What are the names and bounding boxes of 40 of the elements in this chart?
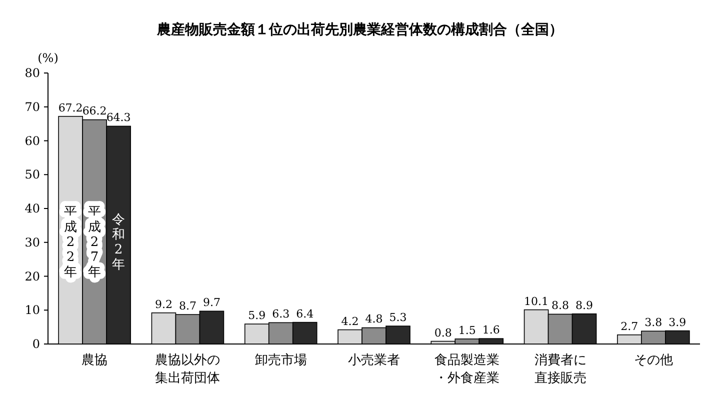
data-label: 5.9 bbox=[248, 309, 266, 322]
data-label: 3.9 bbox=[668, 316, 686, 329]
data-label: 8.9 bbox=[576, 298, 594, 312]
x-tick-label: 消費者に直接販売 bbox=[534, 353, 586, 386]
data-label: 4.8 bbox=[365, 312, 383, 326]
data-label: 66.2 bbox=[82, 104, 107, 118]
y-tick-label: 60 bbox=[24, 134, 40, 148]
data-label: 4.2 bbox=[341, 314, 359, 328]
data-label: 0.8 bbox=[434, 326, 452, 340]
data-label: 9.7 bbox=[202, 296, 220, 310]
data-label: 8.7 bbox=[178, 300, 196, 313]
y-tick-label: 10 bbox=[24, 303, 40, 318]
data-label: 9.2 bbox=[154, 298, 172, 311]
x-tick-label: 卸売市場 bbox=[254, 353, 307, 368]
data-label: 5.3 bbox=[389, 311, 407, 324]
data-label: 6.3 bbox=[272, 308, 290, 321]
data-label: 1.5 bbox=[458, 324, 476, 337]
data-label: 6.4 bbox=[296, 307, 314, 320]
data-label: 67.2 bbox=[58, 101, 83, 114]
y-tick-label: 50 bbox=[24, 168, 40, 182]
y-axis-title: (%) bbox=[38, 51, 58, 65]
data-label: 2.7 bbox=[620, 320, 638, 333]
data-label: 8.8 bbox=[552, 299, 570, 312]
y-tick-label: 80 bbox=[24, 66, 40, 80]
y-tick-label: 30 bbox=[24, 235, 40, 250]
x-tick-label: その他 bbox=[634, 353, 673, 368]
chart-title: 農産物販売金額１位の出荷先別農業経営体数の構成割合（全国） bbox=[156, 21, 563, 38]
data-label: 3.8 bbox=[644, 316, 662, 330]
x-tick-label: 小売業者 bbox=[348, 353, 400, 368]
series-label: 令和2年 bbox=[112, 212, 126, 272]
y-tick-label: 20 bbox=[24, 269, 40, 284]
y-tick-label: 40 bbox=[24, 202, 40, 216]
x-tick-label: 農協 bbox=[82, 353, 108, 368]
data-label: 64.3 bbox=[106, 111, 131, 124]
data-label: 10.1 bbox=[524, 294, 549, 308]
y-tick-label: 70 bbox=[24, 100, 40, 114]
x-tick-label: 農協以外の集出荷団体 bbox=[155, 353, 220, 386]
x-tick-label: 食品製造業・外食産業 bbox=[434, 353, 500, 386]
data-label: 1.6 bbox=[482, 324, 500, 337]
y-tick-label: 0 bbox=[32, 337, 40, 351]
